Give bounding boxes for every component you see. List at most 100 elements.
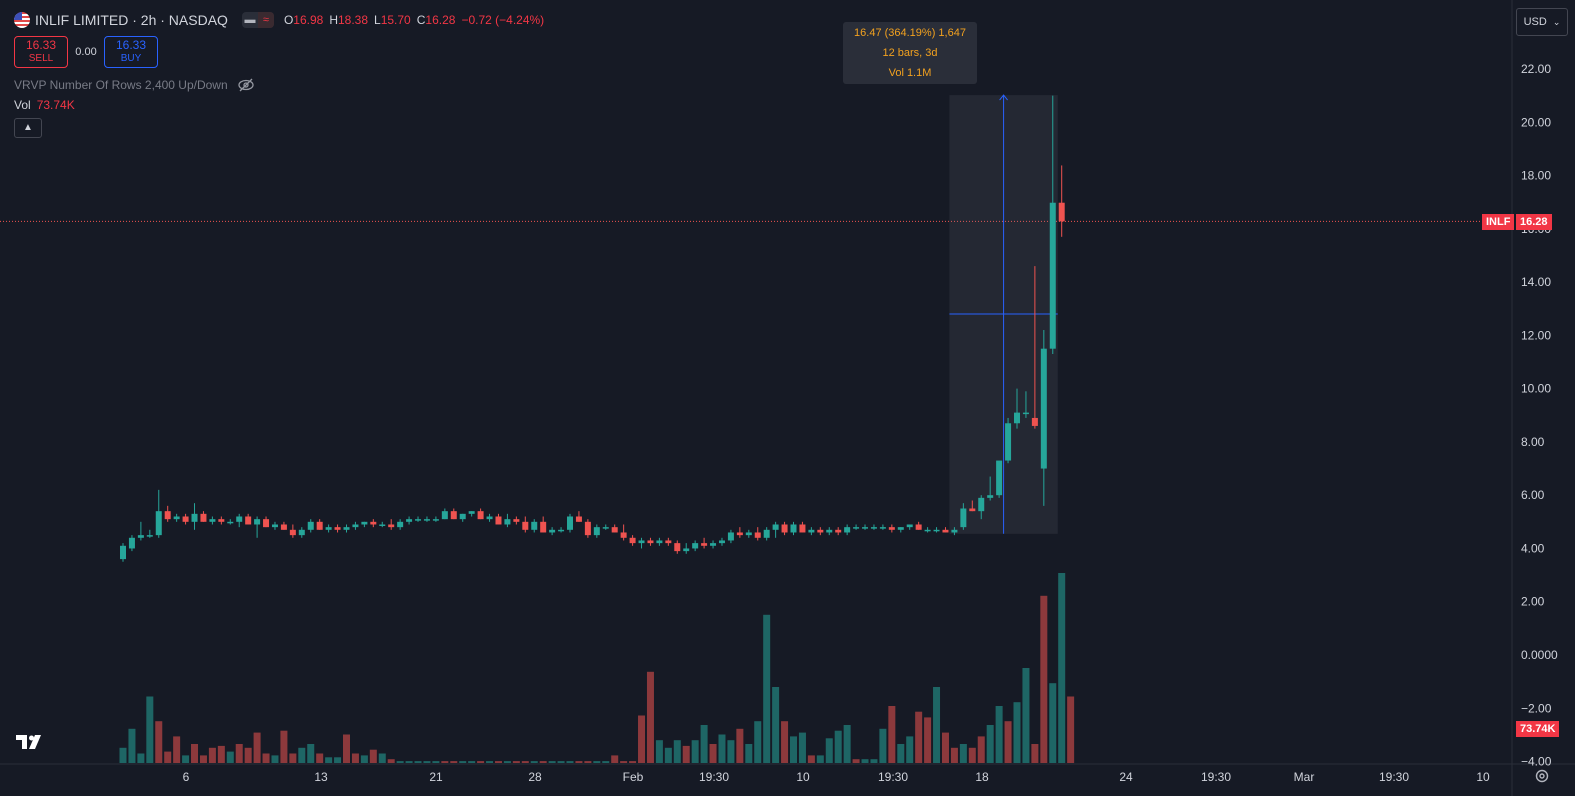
symbol-tag: INLF	[1482, 214, 1515, 230]
volume-bar	[584, 761, 592, 763]
collapse-button[interactable]: ▲	[14, 118, 42, 138]
volume-bar	[763, 614, 771, 763]
candle-body	[862, 527, 869, 529]
volume-bar	[727, 740, 735, 763]
sell-label: SELL	[28, 53, 54, 64]
candle-body	[459, 513, 466, 520]
wave-icon[interactable]: ≈	[257, 12, 274, 28]
volume-bar	[414, 761, 422, 763]
open-label: O	[283, 13, 294, 27]
volume-bar	[718, 734, 726, 763]
volume-bar	[494, 761, 502, 763]
close-label: C	[416, 13, 426, 27]
candle-body	[638, 540, 645, 544]
candle-body	[611, 527, 618, 533]
candle-body	[137, 535, 144, 538]
volume-bar	[199, 755, 207, 763]
volume-bar	[977, 736, 985, 763]
volume-indicator[interactable]: Vol 73.74K	[14, 98, 550, 112]
volume-bar	[754, 721, 762, 763]
time-tick-label: 19:30	[878, 770, 908, 784]
candle-body	[254, 519, 261, 525]
candle-body	[1040, 348, 1047, 469]
price-tick-label: 4.00	[1521, 541, 1545, 555]
time-tick-label: 10	[1476, 770, 1490, 784]
measure-change: 16.47 (364.19%) 1,647	[854, 27, 966, 39]
volume-bar	[897, 744, 905, 763]
candle-body	[155, 511, 162, 536]
candle-body	[271, 524, 278, 528]
candle-body	[745, 532, 752, 536]
volume-bar	[432, 761, 440, 763]
volume-bar	[539, 761, 547, 763]
volume-bar	[468, 761, 476, 763]
measure-arrow-head	[999, 94, 1008, 101]
volume-bar	[128, 728, 136, 763]
volume-bar	[870, 759, 878, 763]
volume-bar	[512, 761, 520, 763]
volume-bar	[798, 732, 806, 763]
candle-body	[593, 527, 600, 536]
buy-button[interactable]: 16.33 BUY	[104, 36, 158, 68]
volume-bar	[244, 747, 252, 763]
candle-body	[674, 543, 681, 552]
candle-body	[182, 516, 189, 522]
gear-icon[interactable]	[1534, 768, 1550, 784]
volume-tag: 73.74K	[1516, 721, 1560, 737]
candle-body	[343, 527, 350, 530]
eye-icon[interactable]: ▬	[244, 14, 256, 26]
candle-body	[1022, 412, 1029, 415]
candle-body	[397, 521, 404, 528]
tradingview-logo[interactable]	[16, 734, 48, 750]
open-value: 16.98	[293, 13, 324, 27]
candle-body	[656, 540, 663, 544]
candle-body	[513, 519, 520, 522]
sell-button[interactable]: 16.33 SELL	[14, 36, 68, 68]
volume-bar	[575, 761, 583, 763]
candle-body	[826, 529, 833, 533]
last-price-tag: 16.28	[1516, 214, 1552, 230]
candle-body	[1049, 202, 1056, 349]
eye-off-icon[interactable]	[238, 78, 254, 92]
volume-bar	[360, 755, 368, 763]
candle-body	[245, 516, 252, 525]
volume-bar	[477, 761, 485, 763]
volume-bar	[816, 755, 824, 763]
candle-body	[334, 527, 341, 530]
volume-bar	[325, 757, 333, 763]
volume-bar	[781, 721, 789, 763]
currency-selector[interactable]: USD ⌄	[1516, 8, 1568, 36]
time-tick-label: Feb	[623, 770, 644, 784]
volume-bar	[611, 755, 619, 763]
candle-body	[441, 511, 448, 520]
vol-value: 73.74K	[36, 98, 75, 112]
volume-bar	[119, 747, 127, 763]
symbol-row: INLIF LIMITED · 2h · NASDAQ ▬ ≈ O16.98 H1…	[14, 10, 550, 30]
candle-body	[361, 521, 368, 525]
symbol-title[interactable]: INLIF LIMITED · 2h · NASDAQ	[35, 12, 228, 28]
price-tick-label: 22.00	[1521, 62, 1551, 76]
candle-body	[584, 521, 591, 536]
candle-body	[683, 548, 690, 552]
visibility-chip[interactable]: ▬ ≈	[241, 12, 274, 28]
candle-body	[978, 497, 985, 512]
candle-body	[298, 529, 305, 536]
volume-bar	[745, 744, 753, 763]
candle-body	[772, 524, 779, 530]
time-tick-label: Mar	[1294, 770, 1315, 784]
candle-body	[379, 524, 386, 526]
candle-body	[969, 508, 976, 512]
price-tick-label: −4.00	[1521, 755, 1552, 769]
change-value: −0.72 (−4.24%)	[461, 13, 545, 27]
price-tick-label: 20.00	[1521, 115, 1551, 129]
volume-bar	[1004, 721, 1012, 763]
candle-body	[629, 537, 636, 544]
volume-bar	[879, 728, 887, 763]
candle-body	[549, 529, 556, 533]
vrvp-indicator[interactable]: VRVP Number Of Rows 2,400 Up/Down	[14, 78, 550, 92]
candle-body	[307, 521, 314, 530]
candle-body	[218, 519, 225, 522]
volume-bar	[1031, 744, 1039, 763]
volume-bar	[226, 751, 234, 763]
